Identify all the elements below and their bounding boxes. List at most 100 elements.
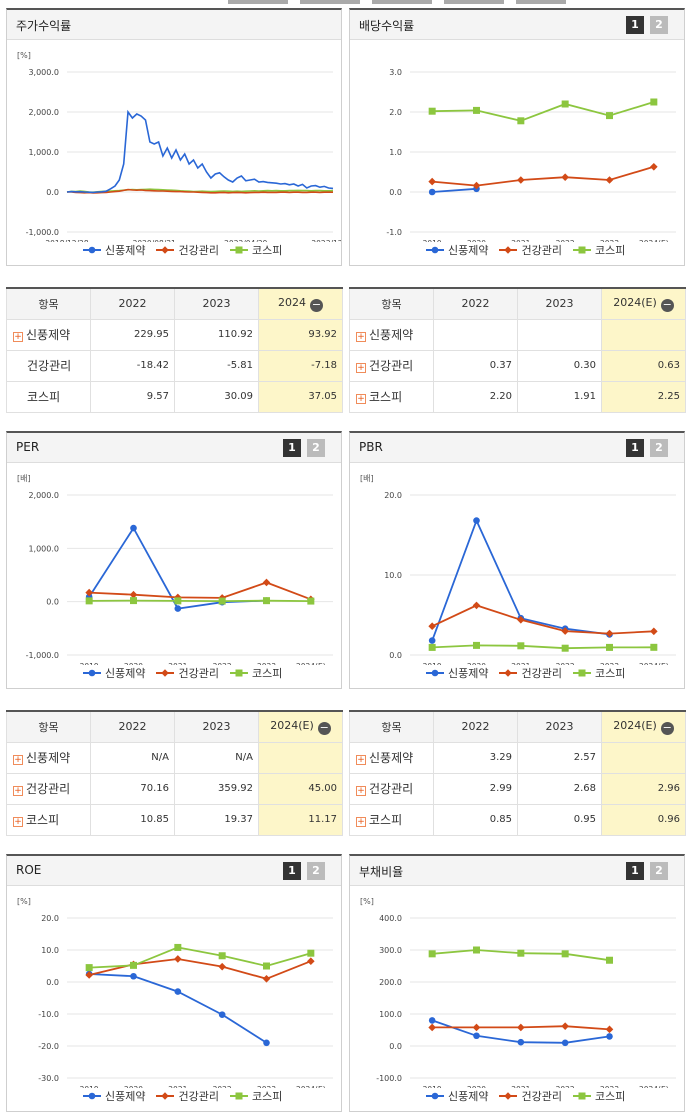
expand-icon[interactable]: +: [13, 817, 23, 827]
legend-item[interactable]: 코스피: [572, 1088, 625, 1104]
data-point: [129, 590, 138, 599]
table-cell: 2.57: [517, 741, 602, 774]
legend-label: 코스피: [594, 1090, 626, 1103]
page-1-button[interactable]: 1: [626, 862, 644, 880]
table-row: + 건강관리 0.37 0.30 0.63: [349, 349, 686, 382]
data-point: [85, 971, 93, 979]
row-label-cell: + 코스피: [349, 380, 434, 413]
debt-ratio-panel: 부채비율 1 2 [%] 400.0 300.0 200.0 100.0 0.0 -100.…: [349, 854, 685, 1112]
data-point: [517, 616, 525, 624]
expand-icon[interactable]: +: [356, 755, 366, 765]
collapse-icon[interactable]: −: [660, 297, 674, 312]
legend-marker-icon: [83, 246, 101, 254]
expand-icon[interactable]: +: [356, 817, 366, 827]
table-cell: 2.68: [517, 772, 602, 805]
legend-marker-icon: [499, 246, 518, 254]
per-panel: PER 1 2 [배] 2,000.0 1,000.0 0.0 -1,000.0 2019…: [6, 431, 342, 689]
expand-icon[interactable]: +: [356, 363, 366, 373]
table-cell: 2.25: [601, 380, 686, 413]
legend-item[interactable]: 건강관리: [155, 242, 219, 258]
legend-item[interactable]: 코스피: [229, 1088, 282, 1104]
y-tick-label: 0.0: [46, 598, 59, 607]
series-line: [89, 973, 267, 1044]
page-2-button[interactable]: 2: [650, 439, 668, 457]
legend-item[interactable]: 신풍제약: [82, 242, 145, 258]
table-row: + 신풍제약 229.95 110.92 93.92: [6, 318, 343, 351]
page-2-button[interactable]: 2: [650, 862, 668, 880]
series-line: [89, 599, 311, 603]
pbr-table: 항목 2022 2023 2024(E) − + 신풍제약 3.29 2.57 + 건강관리 2.99…: [349, 710, 686, 836]
legend-item[interactable]: 신풍제약: [82, 665, 145, 681]
data-point: [263, 962, 270, 970]
page-1-button[interactable]: 1: [626, 16, 644, 34]
table-row: + 신풍제약: [349, 318, 686, 351]
data-point: [561, 644, 569, 652]
table-row: + 건강관리 70.16 359.92 45.00: [6, 772, 343, 805]
expand-icon[interactable]: +: [13, 755, 23, 765]
row-label-cell: + 신풍제약: [349, 318, 434, 351]
column-header-label: 2022: [461, 297, 490, 311]
legend-marker-icon: [83, 1092, 101, 1100]
collapse-icon[interactable]: −: [310, 297, 323, 312]
legend-item[interactable]: 건강관리: [155, 665, 219, 681]
stock-return-table: 항목 2022 2023 2024− + 신풍제약 229.95 110.92 93.92 건강관…: [6, 287, 343, 413]
expand-icon[interactable]: +: [356, 332, 366, 342]
legend-item[interactable]: 코스피: [229, 665, 282, 681]
panel-header: PBR 1 2: [350, 433, 684, 463]
legend-item[interactable]: 신풍제약: [425, 665, 488, 681]
x-tick-label: 2024(E): [296, 1085, 326, 1088]
data-point: [517, 117, 525, 125]
series-line: [432, 644, 654, 650]
page-2-button[interactable]: 2: [650, 16, 668, 34]
legend-item[interactable]: 건강관리: [498, 665, 562, 681]
data-point: [517, 1023, 525, 1032]
data-point: [650, 98, 658, 106]
dividend-panel: 배당수익률 1 2 3.0 2.0 1.0 0.0 -1.0 2019 2020 2021 20…: [349, 8, 685, 266]
table-cell: 45.00: [258, 772, 343, 805]
table-cell: 0.63: [601, 349, 686, 382]
expand-icon[interactable]: +: [13, 786, 23, 796]
y-tick-label: 400.0: [379, 914, 402, 923]
row-label-cell: + 신풍제약: [349, 741, 434, 774]
x-tick-label: 2022/04/29: [224, 239, 267, 242]
page-2-button[interactable]: 2: [307, 862, 325, 880]
column-header: 항목: [349, 287, 434, 320]
data-point: [130, 524, 137, 532]
x-tick-label: 2018/12/28: [45, 239, 88, 242]
legend-item[interactable]: 신풍제약: [425, 242, 488, 258]
collapse-icon[interactable]: −: [660, 720, 674, 735]
table-cell: -7.18: [258, 349, 343, 382]
page-1-button[interactable]: 1: [283, 439, 301, 457]
page-2-button[interactable]: 2: [307, 439, 325, 457]
column-header-label: 항목: [38, 720, 59, 734]
legend-item[interactable]: 신풍제약: [425, 1088, 488, 1104]
x-tick-label: 2024(E): [639, 662, 669, 665]
page-1-button[interactable]: 1: [626, 439, 644, 457]
data-point: [130, 961, 137, 969]
table-cell: N/A: [90, 741, 175, 774]
legend-item[interactable]: 건강관리: [155, 1088, 219, 1104]
panel-header: PER 1 2: [7, 433, 341, 463]
table-cell: 3.29: [433, 741, 518, 774]
legend-item[interactable]: 신풍제약: [82, 1088, 145, 1104]
series-line: [89, 946, 312, 969]
y-tick-label: 0.0: [389, 188, 402, 197]
expand-icon[interactable]: +: [13, 332, 23, 342]
legend-item[interactable]: 코스피: [572, 665, 625, 681]
row-label-cell: + 건강관리: [349, 772, 434, 805]
expand-icon[interactable]: +: [356, 786, 366, 796]
legend-label: 건강관리: [521, 244, 562, 257]
expand-icon[interactable]: +: [356, 394, 366, 404]
legend-item[interactable]: 코스피: [229, 242, 282, 258]
y-tick-label: 3.0: [389, 68, 402, 77]
y-tick-label: 1.0: [389, 148, 402, 157]
collapse-icon[interactable]: −: [317, 720, 331, 735]
x-tick-label: 2020: [467, 662, 486, 665]
legend-label: 코스피: [251, 1090, 283, 1103]
legend-item[interactable]: 건강관리: [498, 242, 562, 258]
legend-item[interactable]: 건강관리: [498, 1088, 562, 1104]
table-header-row: 항목 2022 2023 2024(E) −: [349, 287, 686, 320]
panel-header: 배당수익률 1 2: [350, 10, 684, 40]
page-1-button[interactable]: 1: [283, 862, 301, 880]
legend-item[interactable]: 코스피: [572, 242, 625, 258]
